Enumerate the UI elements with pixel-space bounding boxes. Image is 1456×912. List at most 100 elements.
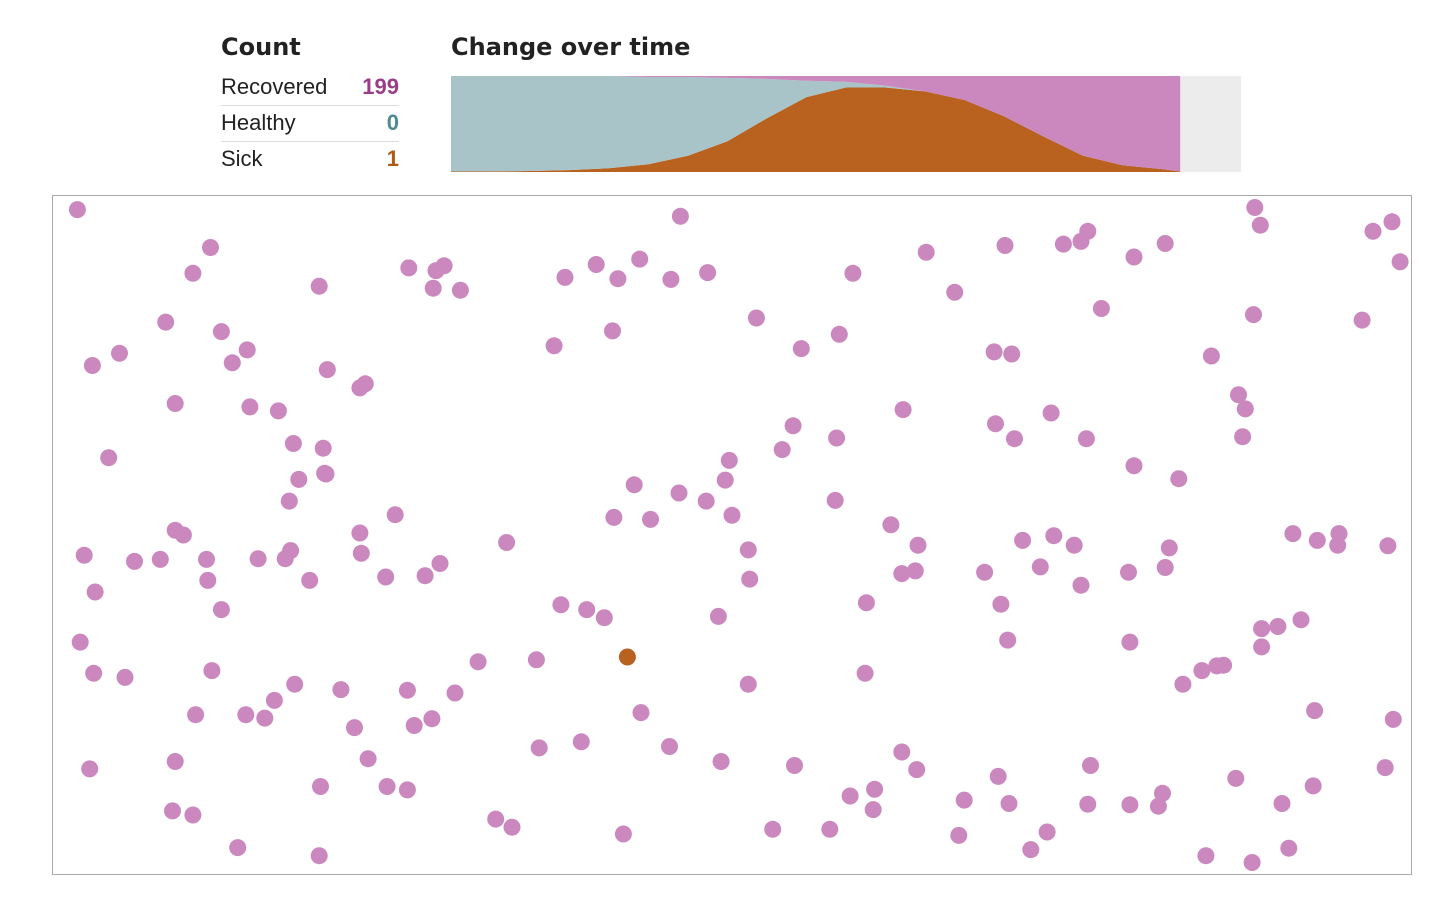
recovered-dot <box>946 283 964 301</box>
recovered-dot <box>1246 199 1264 216</box>
recovered-dot <box>312 778 329 795</box>
recovered-dot <box>712 753 730 770</box>
recovered-dot <box>237 706 255 724</box>
recovered-dot <box>86 583 104 601</box>
recovered-dot <box>642 510 659 528</box>
recovered-dot <box>400 259 418 277</box>
recovered-dot <box>906 562 924 580</box>
recovered-dot <box>747 309 765 327</box>
recovered-dot <box>166 753 184 770</box>
recovered-dot <box>332 681 350 699</box>
recovered-dot <box>202 239 219 256</box>
recovered-dot <box>1082 757 1099 774</box>
recovered-dot <box>398 781 416 799</box>
recovered-dot <box>498 534 516 551</box>
recovered-dot <box>527 651 545 669</box>
recovered-dot <box>1045 527 1063 545</box>
recovered-dot <box>1215 656 1233 674</box>
recovered-dot <box>1253 638 1271 656</box>
recovered-dot <box>75 546 93 564</box>
recovered-dot <box>100 449 118 467</box>
recovered-dot <box>81 760 99 778</box>
recovered-dot <box>578 601 596 619</box>
recovered-dot <box>1042 404 1060 422</box>
recovered-dot <box>503 818 521 836</box>
recovered-dot <box>451 281 469 299</box>
recovered-dot <box>301 571 319 589</box>
recovered-dot <box>256 709 274 727</box>
recovered-dot <box>1160 539 1178 557</box>
recovered-dot <box>151 550 169 568</box>
recovered-dot <box>282 542 300 560</box>
recovered-dot <box>203 662 221 680</box>
recovered-dot <box>85 664 103 682</box>
recovered-dot <box>1079 222 1097 240</box>
recovered-dot <box>909 536 927 554</box>
recovered-dot <box>310 277 328 295</box>
change-over-time-chart <box>451 76 1241 172</box>
recovered-dot <box>352 544 370 562</box>
recovered-dot <box>184 806 202 824</box>
recovered-dot <box>1197 847 1215 865</box>
recovered-dot <box>1077 430 1095 448</box>
recovered-dot <box>671 207 689 225</box>
recovered-dot <box>416 567 434 585</box>
recovered-dot <box>632 704 650 722</box>
recovered-dot <box>1308 531 1326 549</box>
recovered-dot <box>1121 633 1139 651</box>
recovered-dot <box>786 757 803 774</box>
healthy-label: Healthy <box>221 110 296 135</box>
recovered-dot <box>670 484 688 502</box>
recovered-dot <box>1253 620 1271 638</box>
recovered-label: Recovered <box>221 74 328 99</box>
recovered-dot <box>223 354 241 372</box>
recovered-dot <box>1003 345 1021 363</box>
recovered-dot <box>764 820 782 838</box>
recovered-dot <box>1284 525 1302 543</box>
recovered-dot <box>545 337 563 355</box>
recovered-dot <box>1156 559 1174 576</box>
recovered-dot <box>893 565 911 583</box>
count-row-sick: Sick 1 <box>221 142 399 177</box>
recovered-dot <box>1174 675 1192 693</box>
recovered-dot <box>882 516 900 534</box>
count-row-recovered: Recovered 199 <box>221 70 399 106</box>
recovered-dot <box>720 451 738 469</box>
recovered-dot <box>241 398 259 416</box>
recovered-dot <box>864 801 882 819</box>
recovered-dot <box>157 313 175 331</box>
recovered-dot <box>1202 347 1220 365</box>
recovered-dot <box>187 706 205 724</box>
recovered-dot <box>1306 702 1324 720</box>
recovered-dot <box>556 268 574 286</box>
recovered-dot <box>917 243 935 261</box>
recovered-dot <box>1156 235 1174 252</box>
healthy-count: 0 <box>386 110 399 135</box>
recovered-dot <box>351 379 369 397</box>
recovered-dot <box>1379 537 1397 555</box>
recovered-dot <box>1038 823 1056 841</box>
recovered-dot <box>856 664 874 682</box>
recovered-dot <box>784 417 802 435</box>
recovered-dot <box>1031 558 1049 576</box>
recovered-dot <box>1022 841 1040 859</box>
recovered-dot <box>212 601 230 619</box>
recovered-dot <box>1072 576 1090 594</box>
recovered-dot <box>405 717 423 734</box>
recovered-count: 199 <box>362 74 399 99</box>
recovered-dot <box>662 270 680 288</box>
recovered-dot <box>987 415 1004 433</box>
recovered-dot <box>423 710 441 728</box>
recovered-dot <box>1292 611 1310 629</box>
recovered-dot <box>199 571 217 589</box>
recovered-dot <box>377 568 395 586</box>
recovered-dot <box>198 550 215 568</box>
recovered-dot <box>1384 710 1402 728</box>
recovered-dot <box>1125 457 1143 475</box>
count-title: Count <box>221 33 301 61</box>
count-row-healthy: Healthy 0 <box>221 106 399 142</box>
recovered-dot <box>828 429 846 447</box>
recovered-dot <box>1329 536 1347 554</box>
recovered-dot <box>249 550 267 568</box>
area-series-recovered <box>451 76 1181 172</box>
